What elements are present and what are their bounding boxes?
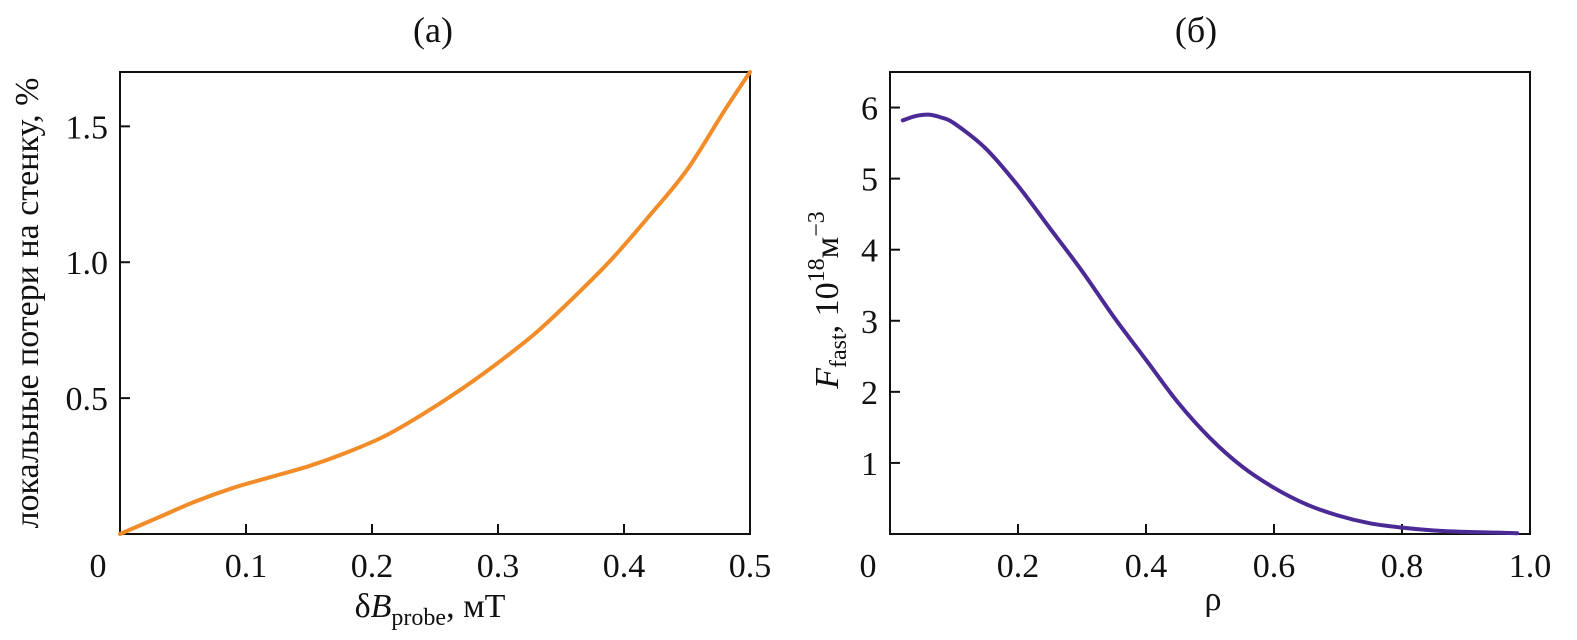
panel-a-xtick-label: 0.3 xyxy=(477,548,520,585)
panel-b-xtick-label: 1.0 xyxy=(1509,548,1552,585)
panel-b-ytick-label: 4 xyxy=(861,233,878,270)
panel-a-xlabel: δBprobe, мТ xyxy=(355,588,506,631)
panel-b-ticks: 0 0.2 0.4 0.6 0.8 1.0 1 2 3 4 5 6 xyxy=(860,91,1552,585)
panel-a-ytick-label: 1.0 xyxy=(66,245,109,282)
panel-b-ytick-label: 1 xyxy=(861,446,878,483)
panel-a-xtick-label: 0.5 xyxy=(729,548,772,585)
panel-a-ticks: 0 0.1 0.2 0.3 0.4 0.5 0.5 1.0 1.5 xyxy=(66,109,772,585)
panel-b-xtick-label: 0 xyxy=(860,548,877,585)
panel-a-ytick-label: 0.5 xyxy=(66,381,109,418)
panel-b-series-line xyxy=(900,112,1520,536)
panel-a-xtick-label: 0.4 xyxy=(603,548,646,585)
panel-a-series-line xyxy=(118,70,752,536)
panel-a-xtick-label: 0 xyxy=(90,548,107,585)
panel-a: (а) 0 0.1 0.2 0.3 0.4 0.5 0.5 1.0 1.5 δBprobe, м… xyxy=(9,10,771,631)
panel-a-title: (а) xyxy=(413,10,453,50)
panel-b-xtick-label: 0.2 xyxy=(997,548,1040,585)
panel-b-ytick-label: 3 xyxy=(861,304,878,341)
panel-b-title: (б) xyxy=(1175,10,1217,50)
panel-b-ytick-label: 2 xyxy=(861,375,878,412)
panel-b-xtick-label: 0.6 xyxy=(1253,548,1296,585)
panel-b: (б) 0 0.2 0.4 0.6 0.8 1.0 1 2 3 4 5 6 ρ Ffast, 1018… xyxy=(804,10,1551,618)
panel-a-xtick-label: 0.1 xyxy=(225,548,268,585)
panel-a-ytick-label: 1.5 xyxy=(66,109,109,146)
panel-a-xtick-label: 0.2 xyxy=(351,548,394,585)
panel-b-ylabel: Ffast, 1018м−3 xyxy=(804,211,852,390)
panel-b-ytick-label: 5 xyxy=(861,162,878,199)
panel-a-frame xyxy=(119,71,751,535)
panel-a-ylabel: локальные потери на стенку, % xyxy=(9,78,46,529)
panel-b-xtick-label: 0.4 xyxy=(1125,548,1168,585)
panel-b-xtick-label: 0.8 xyxy=(1381,548,1424,585)
panel-b-xlabel: ρ xyxy=(1205,581,1222,618)
panel-b-frame xyxy=(889,71,1531,535)
panel-b-ytick-label: 6 xyxy=(861,91,878,128)
